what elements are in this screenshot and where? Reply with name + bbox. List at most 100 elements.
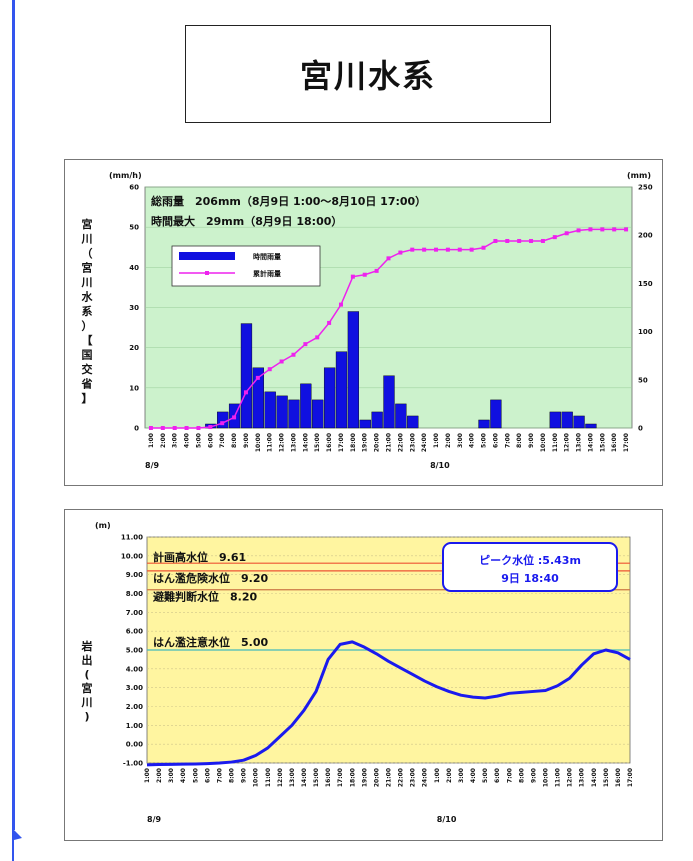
cumulative-point <box>362 272 367 277</box>
cumulative-point <box>552 235 557 240</box>
date-label: 8/9 <box>145 461 159 470</box>
y-tick: 11.00 <box>121 534 143 542</box>
x-tick-label: 15:00 <box>314 433 321 452</box>
water-level-line <box>146 640 631 767</box>
y-tick: 8.00 <box>126 590 143 598</box>
water-level-chart: -1.00 0.00 1.00 2.00 3.00 4.00 5.00 6.00 7.00 8.0… <box>81 521 635 824</box>
x-tick-label: 10:00 <box>255 433 262 452</box>
date-label: 8/9 <box>147 815 161 824</box>
reference-label: はん濫危険水位 9.20 <box>153 571 268 585</box>
cumulative-point <box>172 426 177 430</box>
cumulative-point <box>208 425 213 430</box>
x-tick-label: 6:00 <box>207 433 214 448</box>
rainfall-chart-panel: 0 10 20 30 40 50 60 0 50 100 150 200 250 (mm/h) (mm) 総雨… <box>64 159 663 486</box>
x-tick-label: 23:00 <box>410 768 417 787</box>
x-tick-label: 11:00 <box>265 768 272 787</box>
x-tick-label: 4:00 <box>470 768 477 783</box>
x-tick-label: 3:00 <box>168 768 175 783</box>
reference-label: はん濫注意水位 5.00 <box>153 635 268 649</box>
cumulative-point <box>184 426 189 430</box>
rain-bar <box>252 367 264 429</box>
x-tick-label: 22:00 <box>397 433 404 452</box>
rain-bar <box>549 411 561 429</box>
cumulative-point <box>148 426 153 430</box>
peak-box <box>442 542 618 592</box>
cumulative-point <box>529 238 534 243</box>
station-label-char: 川 <box>81 696 93 709</box>
y-tick: 9.00 <box>126 571 143 579</box>
y-tick-left: 20 <box>129 344 139 352</box>
station-label-char: ) <box>84 710 89 723</box>
legend-label-hourly: 時間雨量 <box>253 252 281 261</box>
x-tick-label: 4:00 <box>180 768 187 783</box>
x-tick-label: 6:00 <box>492 433 499 448</box>
x-tick-label: 8:00 <box>518 768 525 783</box>
station-label: 岩出(宮川) <box>81 639 93 723</box>
y-tick-right: 100 <box>638 328 653 336</box>
reference-label: 計画高水位 9.61 <box>153 550 246 564</box>
x-tick-label: 2:00 <box>156 768 163 783</box>
cumulative-point <box>386 256 391 261</box>
unit-label: (m) <box>95 521 111 530</box>
cumulative-point <box>481 245 486 250</box>
cumulative-point <box>327 320 332 325</box>
cumulative-point <box>612 227 617 232</box>
x-tick-label: 4:00 <box>184 433 191 448</box>
x-tick-label: 8:00 <box>516 433 523 448</box>
x-tick-label: 10:00 <box>542 768 549 787</box>
x-tick-label: 2:00 <box>445 433 452 448</box>
legend-label-cumulative: 累計雨量 <box>253 269 281 278</box>
cumulative-point <box>457 247 462 252</box>
x-tick-label: 9:00 <box>241 768 248 783</box>
annotation-total: 総雨量 206mm（8月9日 1:00～8月10日 17:00） <box>151 194 426 208</box>
x-tick-label: 13:00 <box>290 433 297 452</box>
x-tick-label: 5:00 <box>482 768 489 783</box>
x-tick-label: 15:00 <box>313 768 320 787</box>
reference-label: 避難判断水位 8.20 <box>153 590 257 604</box>
x-tick-label: 21:00 <box>386 768 393 787</box>
y-tick-left: 60 <box>129 184 139 192</box>
rain-bar <box>312 399 324 429</box>
x-tick-label: 7:00 <box>219 433 226 448</box>
station-label-char: （ <box>82 247 93 260</box>
station-label-char: 川 <box>81 276 93 289</box>
x-tick-label: 3:00 <box>458 768 465 783</box>
y-tick-left: 40 <box>129 264 139 272</box>
rain-bar <box>573 415 585 429</box>
y-tick-left: 30 <box>129 304 139 312</box>
rain-bar <box>347 311 360 429</box>
x-tick-label: 13:00 <box>576 433 583 452</box>
x-tick-label: 12:00 <box>277 768 284 787</box>
x-tick-label: 8:00 <box>229 768 236 783</box>
x-tick-label: 6:00 <box>204 768 211 783</box>
x-tick-label: 21:00 <box>386 433 393 452</box>
rain-bar <box>359 419 371 429</box>
cumulative-point <box>267 367 272 372</box>
station-label-char: 省 <box>81 377 93 391</box>
x-tick-label: 24:00 <box>421 433 428 452</box>
y-tick-left: 0 <box>134 425 139 433</box>
station-label-char: 出 <box>82 653 93 667</box>
cumulative-point <box>303 342 308 347</box>
x-tick-label: 15:00 <box>603 768 610 787</box>
water-level-chart-panel: -1.00 0.00 1.00 2.00 3.00 4.00 5.00 6.00 7.00 8.0… <box>64 509 663 841</box>
cumulative-point <box>374 268 379 273</box>
cumulative-point <box>315 335 320 340</box>
x-tick-label: 16:00 <box>325 768 332 787</box>
rain-bar <box>335 351 348 429</box>
rain-bar <box>288 399 300 429</box>
y-tick: 3.00 <box>126 684 143 692</box>
x-tick-label: 17:00 <box>337 768 344 787</box>
x-tick-label: 14:00 <box>302 433 309 452</box>
date-label: 8/10 <box>437 815 457 824</box>
x-tick-label: 16:00 <box>326 433 333 452</box>
x-tick-label: 16:00 <box>615 768 622 787</box>
cumulative-point <box>493 238 498 243</box>
legend-swatch-bar <box>179 252 235 260</box>
cumulative-point <box>588 227 593 232</box>
x-tick-label: 9:00 <box>528 433 535 448</box>
x-tick-label: 5:00 <box>192 768 199 783</box>
station-label-char: 国 <box>82 349 93 362</box>
station-label-char: 【 <box>82 334 93 347</box>
cumulative-point <box>505 238 510 243</box>
